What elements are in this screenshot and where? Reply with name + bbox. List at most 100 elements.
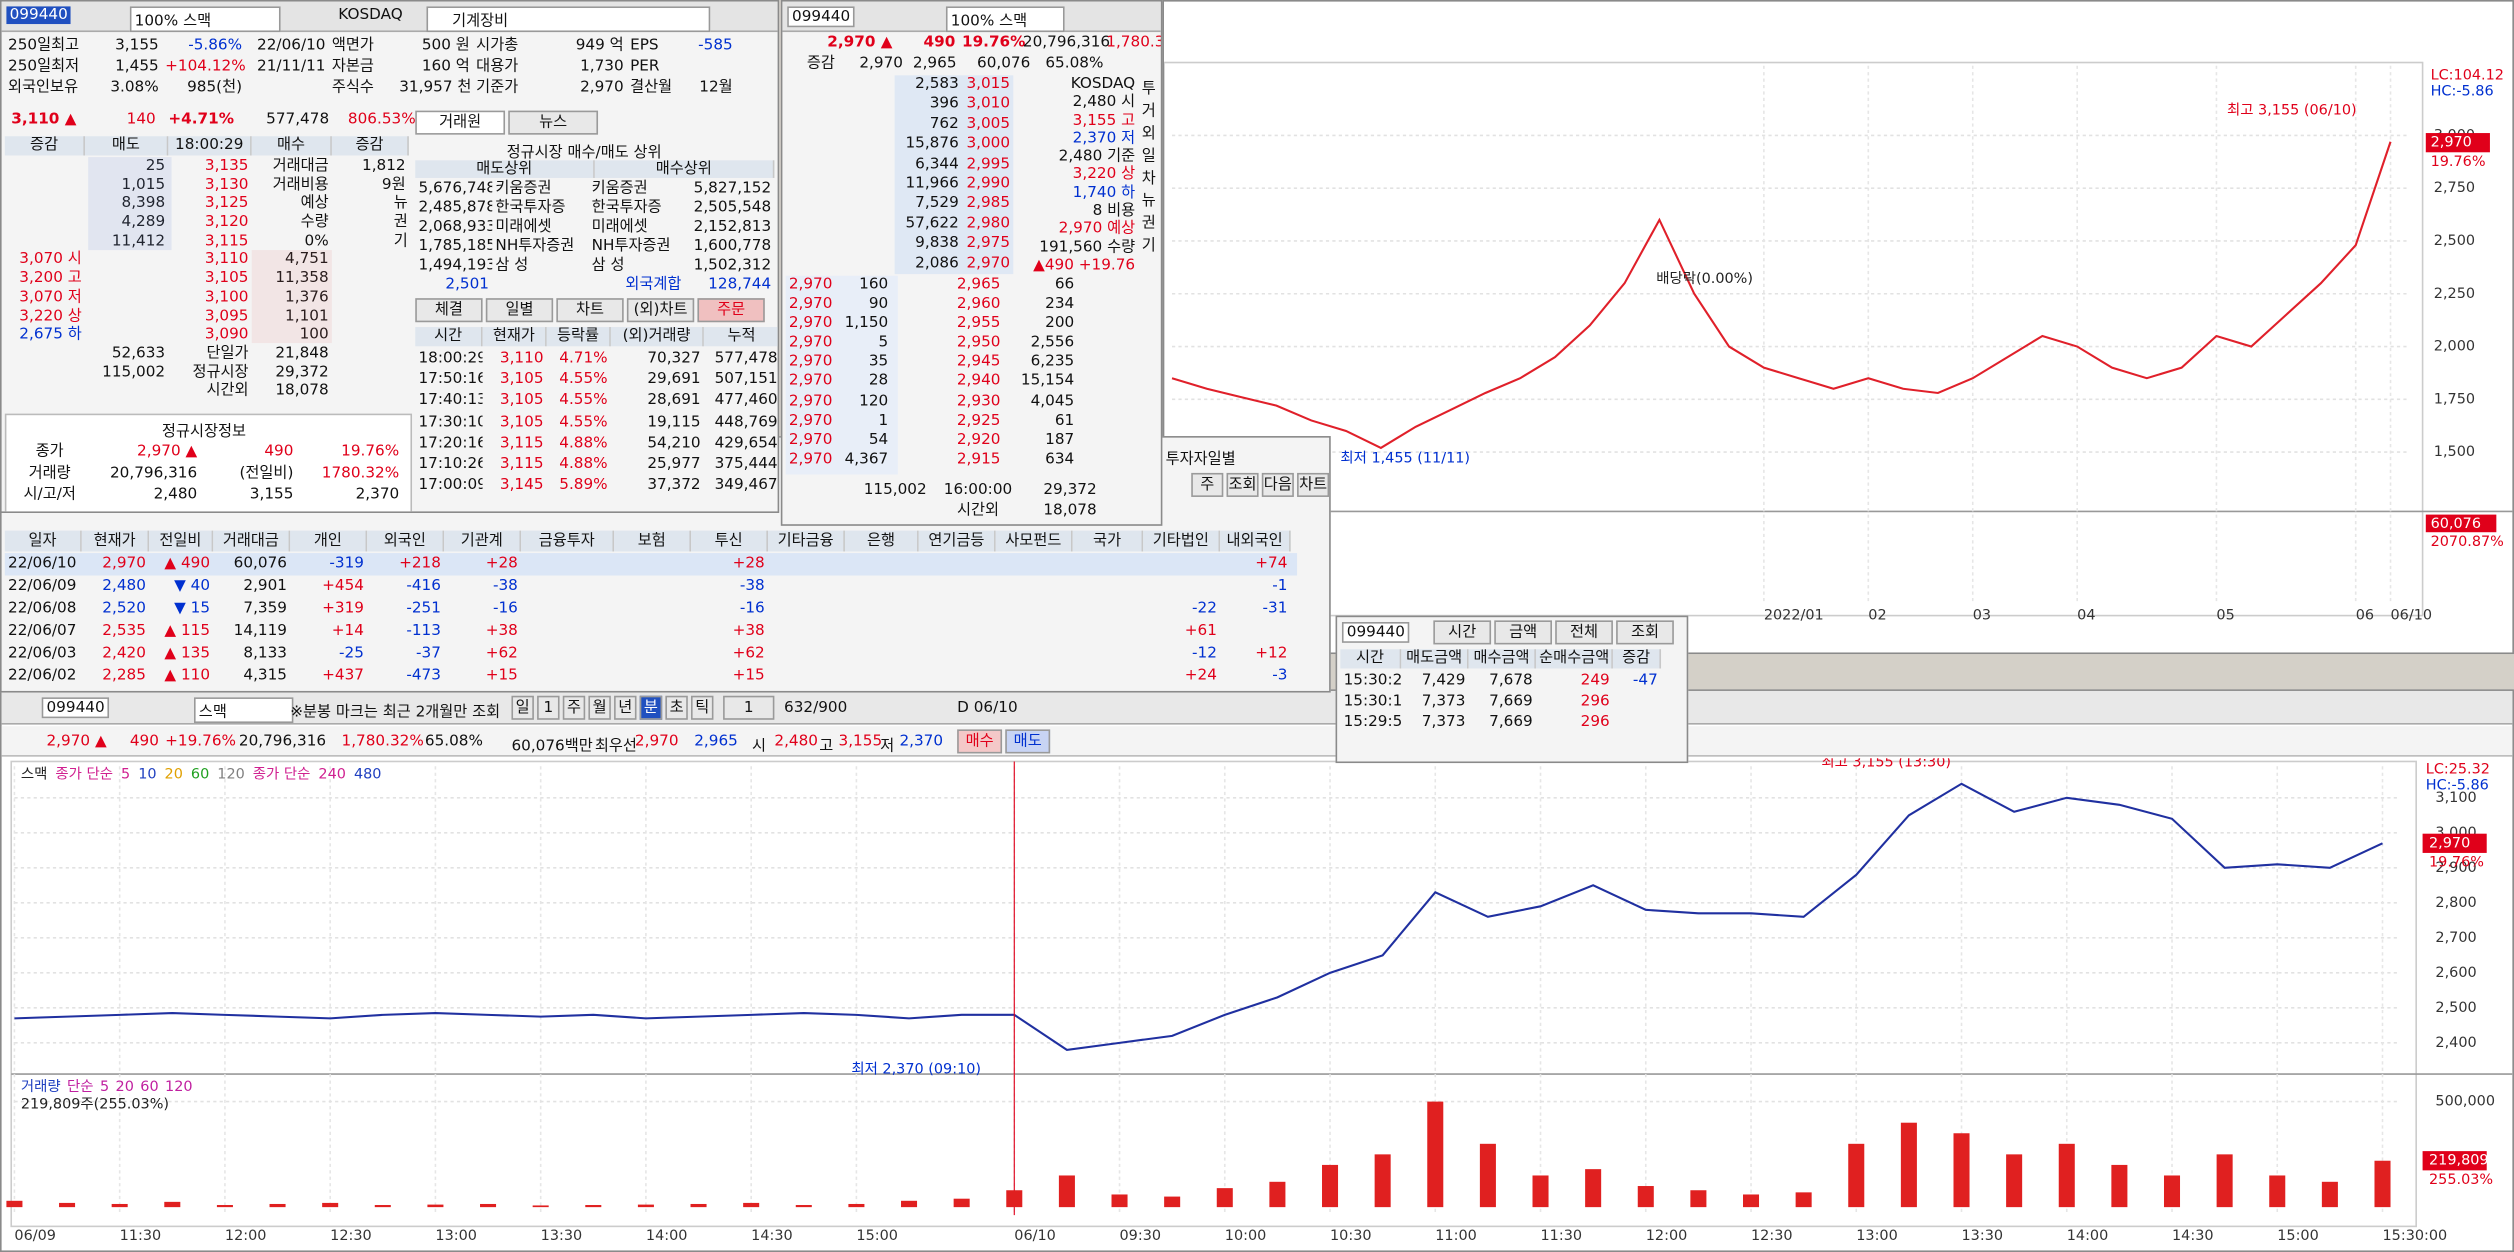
ask-row-cell: 11,966 [905,174,959,193]
trade-tab[interactable]: (외)차트 [626,298,695,323]
annotation-low: 최저 1,455 (11/11) [1340,449,1470,466]
investor-row-cell: +218 [399,554,441,573]
legend-item: 스맥 [21,765,48,782]
trade-tab[interactable]: 주문 [697,298,765,323]
trade-tab[interactable]: 차트 [556,298,624,323]
investor-row-cell: -12 [1192,644,1217,663]
info-row-cell: 2,480 기준 [1058,147,1136,166]
broker-tab[interactable]: 거래원 [415,110,506,135]
header-cell: 2,970 [859,54,903,73]
investor-header-cell: 은행 [844,530,919,552]
trade-button[interactable]: 매수 [957,729,1003,754]
investor-row-cell: 14,119 [233,622,287,640]
control[interactable]: 시간 [1433,620,1492,645]
button[interactable]: 차트 [1297,472,1330,497]
count[interactable]: 1 [723,695,775,720]
quote-value: 20,796,316 [1022,33,1111,52]
volume-last-box [2422,1151,2487,1171]
x-tick-label: 14:00 [2067,1228,2109,1244]
book-row-cell: 3,070 시 [19,250,82,269]
bid-row-cell: 2,940 [956,372,1001,391]
volume-bar [1953,1133,1970,1208]
volume-bar [2006,1154,2023,1208]
ts-row-cell: 15:30:21 [1343,671,1402,690]
x-tick-label: 04 [2077,608,2095,624]
stock-name: 100% 스맥 [945,6,1065,33]
button[interactable]: 주 [1191,472,1224,497]
period[interactable]: 일 [511,695,534,720]
trade-row-cell: 54,210 [647,434,701,452]
control[interactable]: 금액 [1494,620,1552,645]
stock-code: 099440 [6,6,71,25]
book-row-cell: 3,200 고 [19,269,82,288]
side-tab-cell: 뉴 [1141,192,1156,211]
investor-row-cell [614,576,691,598]
info-row-cell: 액면가 [331,36,374,55]
book-row-cell [332,326,409,345]
trade-button[interactable]: 매도 [1005,729,1051,754]
session-row-cell: 2,970 ▲ [137,442,198,461]
broker-header: 매도상위 매수상위 [415,160,775,178]
volume-bar [1427,1101,1444,1208]
volume-bar [1164,1196,1181,1208]
ask-row-cell: 3,015 [966,75,1011,93]
ts-row-cell: 15:30:11 [1343,692,1402,711]
bid-row-cell: 2,965 [956,275,1001,294]
ts-row-cell: 15:29:51 [1343,713,1402,732]
book-header-cell: 증감 [331,136,409,156]
investor-header-cell: 내외국인 [1220,530,1291,552]
investor-row-cell [1073,553,1144,575]
broker-row-cell: 미래에셋 [591,218,648,236]
period[interactable]: 주 [562,695,586,720]
plot-bg [1163,61,2424,617]
annotation-low: 최저 2,370 (09:10) [851,1060,981,1077]
sector: 기계장비 [426,6,711,33]
first-row-bg [4,553,1298,576]
y-tick-label: 2,700 [2435,930,2476,946]
investor-row-cell [521,665,614,687]
control[interactable]: 전체 [1555,620,1613,645]
investor-row-cell: ▲ 110 [164,666,211,685]
y-tick-label: 2,750 [2434,180,2475,196]
ask-row-cell: 2,990 [966,174,1011,193]
book-row-cell [332,307,409,326]
period[interactable]: 초 [665,695,688,720]
x-tick-label: 03 [1973,608,1991,624]
volume-bar [2111,1164,2128,1208]
period[interactable]: 분 [639,695,663,720]
trade-tab[interactable]: 일별 [485,298,554,323]
button[interactable]: 다음 [1261,472,1294,497]
session-row-cell: 490 [264,442,294,461]
session-row-cell: 2,480 [153,485,198,504]
side-tab-cell: 권 [393,213,408,231]
period[interactable]: 틱 [691,695,714,720]
investor-row-cell: 2,480 [102,577,146,595]
investor-row-cell [521,643,614,665]
investor-row-cell [845,665,919,687]
button[interactable]: 조회 [1226,472,1259,497]
period[interactable]: 월 [588,695,611,720]
book-row-cell: 9원 [381,175,406,194]
x-tick-label: 05 [2216,608,2234,624]
trade-row-cell: 17:50:16 [418,370,483,389]
trade-tab[interactable]: 체결 [415,298,483,323]
investor-row-cell: 22/06/02 [8,666,77,685]
investor-header-cell: 기타법인 [1143,530,1221,552]
investor-row-cell: 2,285 [102,666,146,685]
investor-row-cell: +62 [732,644,765,663]
broker-tab[interactable]: 뉴스 [508,110,599,135]
bid-row-cell: 234 [1045,295,1075,313]
control[interactable]: 조회 [1616,620,1674,645]
investor-row-cell [768,665,845,687]
investor-row-cell [768,598,845,620]
ts-row-cell [1613,712,1661,733]
bid-row: 2,965 66 2,960 234 2,955 200 2,950 2,556 2,945 6,… [936,276,1077,470]
volume-legend: 60 [140,1079,158,1095]
investor-row-cell [521,576,614,598]
ask-row: 2,583 3,015 396 3,010 762 3,005 15,876 3,000 6,3… [895,75,1014,274]
period[interactable]: 년 [614,695,637,720]
info-row-cell: +104.12% [165,57,246,76]
bid-row-cell: 66 [1054,275,1075,294]
period[interactable]: 1 [537,695,560,720]
